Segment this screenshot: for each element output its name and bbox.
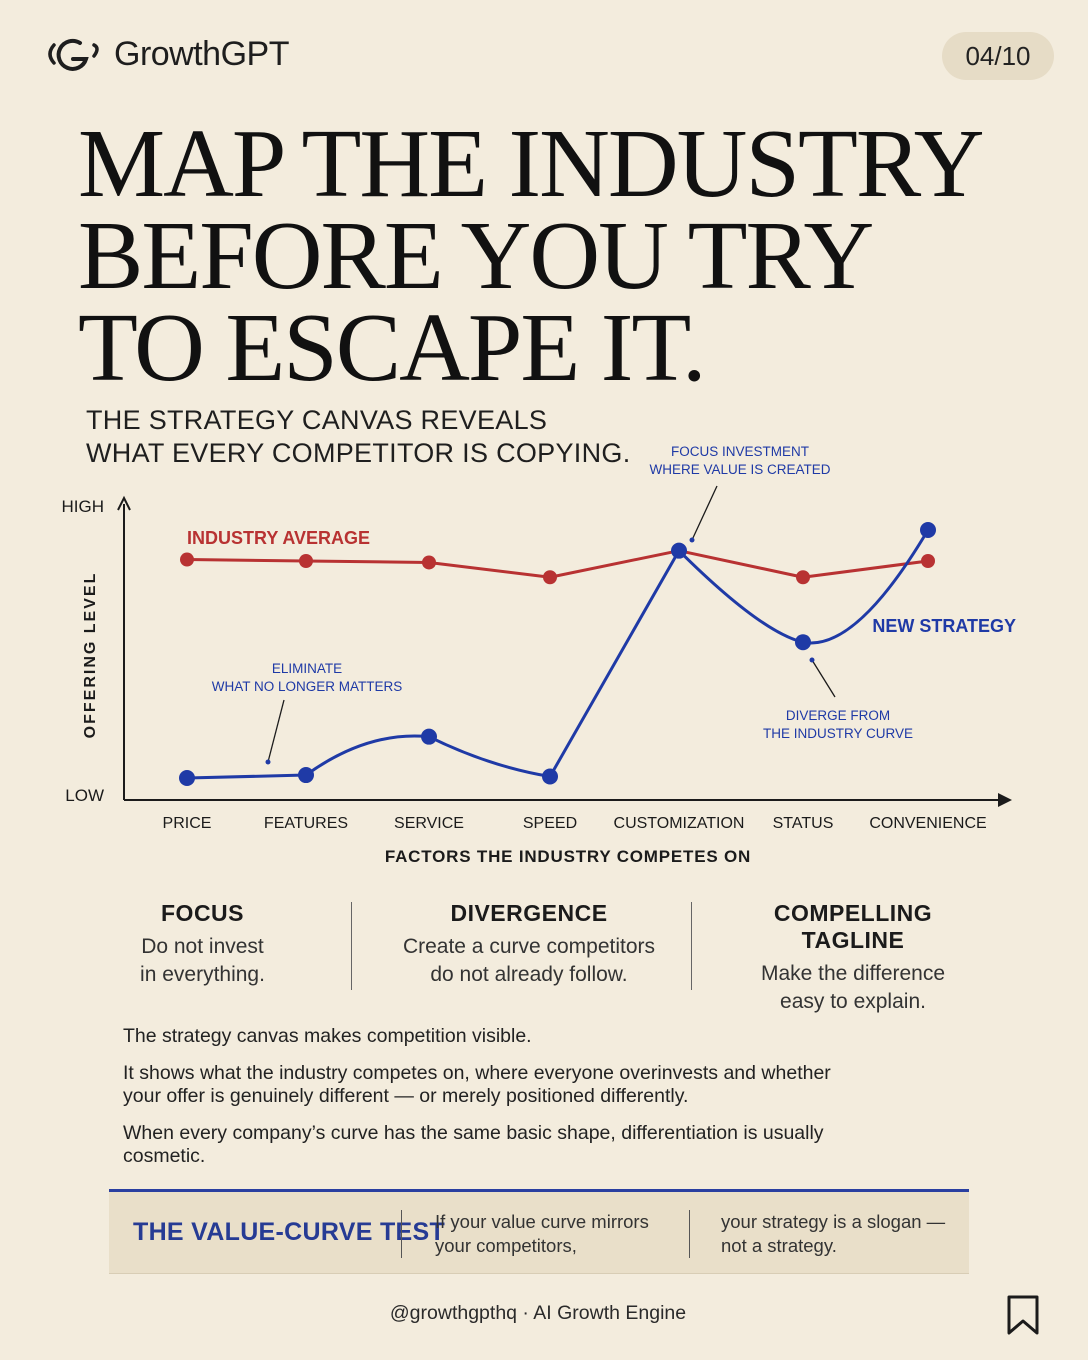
annotation-leader: [267, 699, 285, 763]
value-curve-test-line: your strategy is a slogan —: [721, 1211, 946, 1232]
footer-handle: @growthgpthq · AI Growth Engine: [389, 1302, 687, 1324]
page-indicator: 04/10: [942, 32, 1054, 80]
divider: [691, 902, 692, 990]
principle-divergence: DIVERGENCE Create a curve competitors do…: [380, 900, 678, 989]
new-strategy-point: [542, 768, 558, 785]
industry-average-label: INDUSTRY AVERAGE: [187, 528, 370, 548]
value-curve-test-line: If your value curve mirrors: [435, 1211, 649, 1232]
x-tick-label: SPEED: [523, 815, 577, 832]
value-curve-test-result: your strategy is a slogan — not a strate…: [721, 1210, 945, 1258]
principle-desc-line: Do not invest: [141, 935, 264, 958]
principle-desc: Do not invest in everything.: [100, 933, 305, 989]
divider: [351, 902, 352, 990]
principle-focus: FOCUS Do not invest in everything.: [100, 900, 305, 989]
subheadline: THE STRATEGY CANVAS REVEALS WHAT EVERY C…: [86, 404, 631, 470]
annotation-dot: [809, 657, 815, 663]
y-tick-label: HIGH: [62, 497, 105, 516]
principle-desc-line: Make the difference: [760, 962, 946, 985]
x-tick-label: FEATURES: [264, 815, 348, 832]
principle-title: DIVERGENCE: [450, 900, 608, 926]
y-tick-label: LOW: [65, 786, 104, 805]
brand-name: GrowthGPT: [114, 34, 289, 73]
annotation-text: THE INDUSTRY CURVE: [763, 726, 913, 741]
divider: [401, 1210, 402, 1258]
principle-title: FOCUS: [161, 900, 244, 926]
value-curve-test-box: THE VALUE-CURVE TEST If your value curve…: [109, 1189, 969, 1274]
x-tick-label: PRICE: [163, 815, 212, 832]
annotation-leader: [811, 659, 836, 698]
headline-line: TO ESCAPE IT.: [78, 294, 706, 402]
body-paragraph: It shows what the industry competes on, …: [123, 1062, 831, 1107]
annotation-leader: [691, 485, 718, 541]
headline-line: MAP THE INDUSTRY: [78, 110, 985, 218]
annotation-dot: [689, 537, 695, 543]
principle-desc-line: in everything.: [140, 963, 265, 986]
industry-average-point: [422, 555, 436, 570]
bookmark-icon[interactable]: [1006, 1294, 1040, 1336]
chart-axes: [117, 495, 1012, 807]
principle-desc-line: easy to explain.: [780, 990, 926, 1013]
principle-desc-line: Create a curve competitors: [402, 935, 656, 958]
principle-tagline: COMPELLING TAGLINE Make the difference e…: [722, 900, 984, 1016]
principle-desc-line: do not already follow.: [430, 963, 628, 986]
new-strategy-point: [298, 767, 314, 784]
x-tick-label: CUSTOMIZATION: [614, 815, 745, 832]
value-curve-test-line: your competitors,: [435, 1235, 577, 1256]
x-axis-label: FACTORS THE INDUSTRY COMPETES ON: [385, 847, 751, 866]
body-paragraph: The strategy canvas makes competition vi…: [123, 1025, 532, 1047]
new-strategy-point: [179, 770, 195, 786]
annotation-dot: [265, 759, 271, 765]
chart-labels: HIGH LOW OFFERING LEVEL PRICE FEATURES SERVIC…: [62, 444, 1017, 866]
value-curve-test-title: THE VALUE-CURVE TEST: [133, 1218, 446, 1246]
x-tick-label: SERVICE: [394, 815, 464, 832]
principles-row: FOCUS Do not invest in everything. DIVER…: [100, 900, 1000, 1013]
x-tick-label: STATUS: [773, 815, 834, 832]
value-curve-test-condition: If your value curve mirrors your competi…: [435, 1210, 649, 1258]
x-axis-arrow: [998, 793, 1012, 807]
annotation-text: WHERE VALUE IS CREATED: [649, 462, 830, 477]
industry-average-line: [186, 549, 929, 579]
industry-average-point: [299, 554, 313, 568]
new-strategy-point: [795, 634, 811, 651]
headline: MAP THE INDUSTRY BEFORE YOU TRY TO ESCAP…: [78, 110, 1038, 402]
growthgpt-logo-icon: [48, 38, 99, 71]
annotation-text: DIVERGE FROM: [786, 708, 890, 723]
principle-title: COMPELLING TAGLINE: [773, 900, 933, 953]
chart-series: [179, 522, 936, 786]
new-strategy-point: [421, 728, 437, 745]
principle-desc: Create a curve competitors do not alread…: [380, 933, 678, 989]
x-tick-label: CONVENIENCE: [869, 815, 986, 832]
headline-line: BEFORE YOU TRY: [78, 202, 874, 310]
subheadline-line: WHAT EVERY COMPETITOR IS COPYING.: [86, 438, 631, 468]
industry-average-point: [543, 570, 557, 585]
annotation-text: WHAT NO LONGER MATTERS: [212, 679, 403, 694]
new-strategy-label: NEW STRATEGY: [872, 616, 1016, 636]
industry-average-point: [180, 552, 194, 567]
annotation-text: ELIMINATE: [272, 661, 342, 676]
principle-desc: Make the difference easy to explain.: [722, 960, 984, 1016]
industry-average-point: [796, 570, 810, 585]
annotation-text: FOCUS INVESTMENT: [671, 444, 809, 459]
strategy-canvas-chart: HIGH LOW OFFERING LEVEL PRICE FEATURES SERVIC…: [62, 444, 1017, 866]
y-axis-arrow: [117, 495, 131, 511]
body-paragraph: When every company’s curve has the same …: [123, 1122, 824, 1167]
subheadline-line: THE STRATEGY CANVAS REVEALS: [86, 405, 548, 435]
new-strategy-point: [920, 522, 936, 538]
industry-average-point: [921, 554, 935, 568]
value-curve-test-line: not a strategy.: [721, 1235, 837, 1256]
brand: GrowthGPT: [42, 34, 289, 74]
new-strategy-point: [671, 542, 687, 559]
y-axis-label: OFFERING LEVEL: [82, 572, 99, 739]
body-text: The strategy canvas makes competition vi…: [123, 1025, 843, 1182]
divider: [689, 1210, 690, 1258]
